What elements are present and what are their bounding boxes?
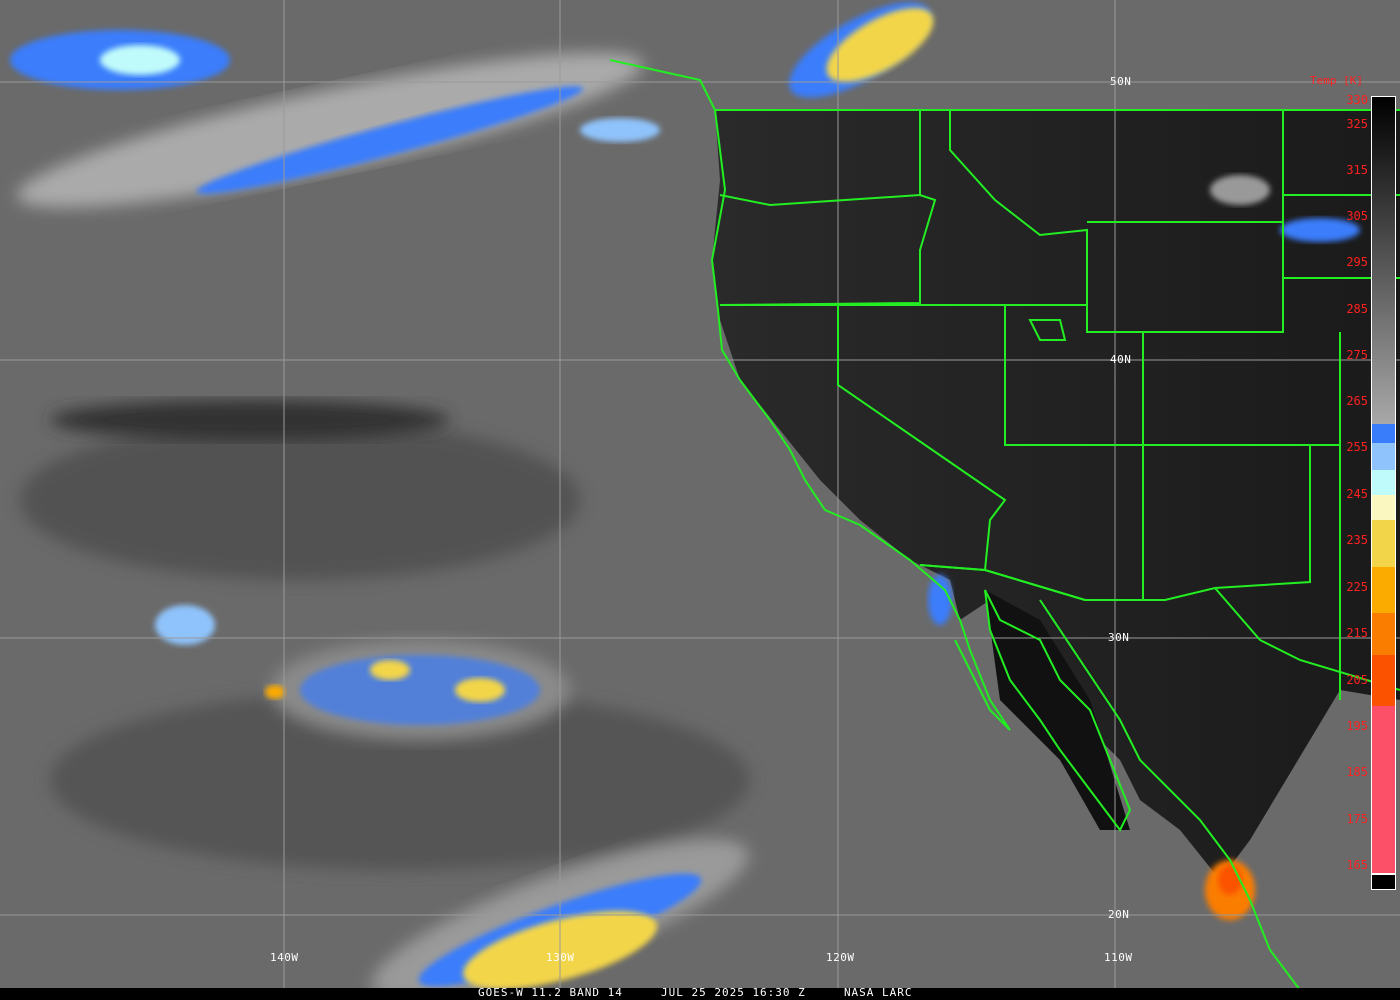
colorbar-tick: 285 [1346, 302, 1368, 316]
colorbar-tick: 255 [1346, 440, 1368, 454]
colorbar-tick: 225 [1346, 580, 1368, 594]
political-boundaries [609, 59, 1400, 991]
image-datetime: JUL 25 2025 16:30 Z [660, 986, 806, 999]
colorbar-tick: 165 [1346, 858, 1368, 872]
colorbar-tick: 305 [1346, 209, 1368, 223]
lat-label-30n: 30N [1108, 631, 1130, 644]
lon-label-140w: 140W [270, 951, 299, 964]
lat-label-40n: 40N [1110, 353, 1132, 366]
colorbar-tick: 315 [1346, 163, 1368, 177]
colorbar-tick: 295 [1346, 255, 1368, 269]
colorbar-title: Temp [K] [1310, 74, 1363, 87]
colorbar-tick: 215 [1346, 626, 1368, 640]
temperature-colorbar [1371, 96, 1396, 890]
colorbar-tick: 265 [1346, 394, 1368, 408]
colorbar-tick: 330 [1346, 93, 1368, 107]
lat-label-20n: 20N [1108, 908, 1130, 921]
satellite-band: GOES-W 11.2 BAND 14 [478, 986, 623, 999]
colorbar-tick: 235 [1346, 533, 1368, 547]
baja-gulf-coast [984, 589, 1132, 832]
colorbar-tick: 175 [1346, 812, 1368, 826]
lat-label-50n: 50N [1110, 75, 1132, 88]
colorbar-tick: 325 [1346, 117, 1368, 131]
colorbar-tick: 185 [1346, 765, 1368, 779]
colorbar-tick: 275 [1346, 348, 1368, 362]
colorbar-tick: 205 [1346, 673, 1368, 687]
lon-label-130w: 130W [546, 951, 575, 964]
state-lines [719, 110, 1400, 700]
credit: NASA LARC [843, 986, 913, 999]
footer-caption: GOES-W 11.2 BAND 14 JUL 25 2025 16:30 Z … [478, 986, 913, 999]
colorbar-tick: 195 [1346, 719, 1368, 733]
footer-bar: GOES-W 11.2 BAND 14 JUL 25 2025 16:30 Z … [0, 986, 1400, 1000]
lon-label-120w: 120W [826, 951, 855, 964]
lon-label-110w: 110W [1104, 951, 1133, 964]
mainland-mexico-coast [1039, 599, 1301, 991]
colorbar-tick: 245 [1346, 487, 1368, 501]
us-mexico-border [919, 564, 1086, 601]
coastline [609, 59, 1011, 731]
